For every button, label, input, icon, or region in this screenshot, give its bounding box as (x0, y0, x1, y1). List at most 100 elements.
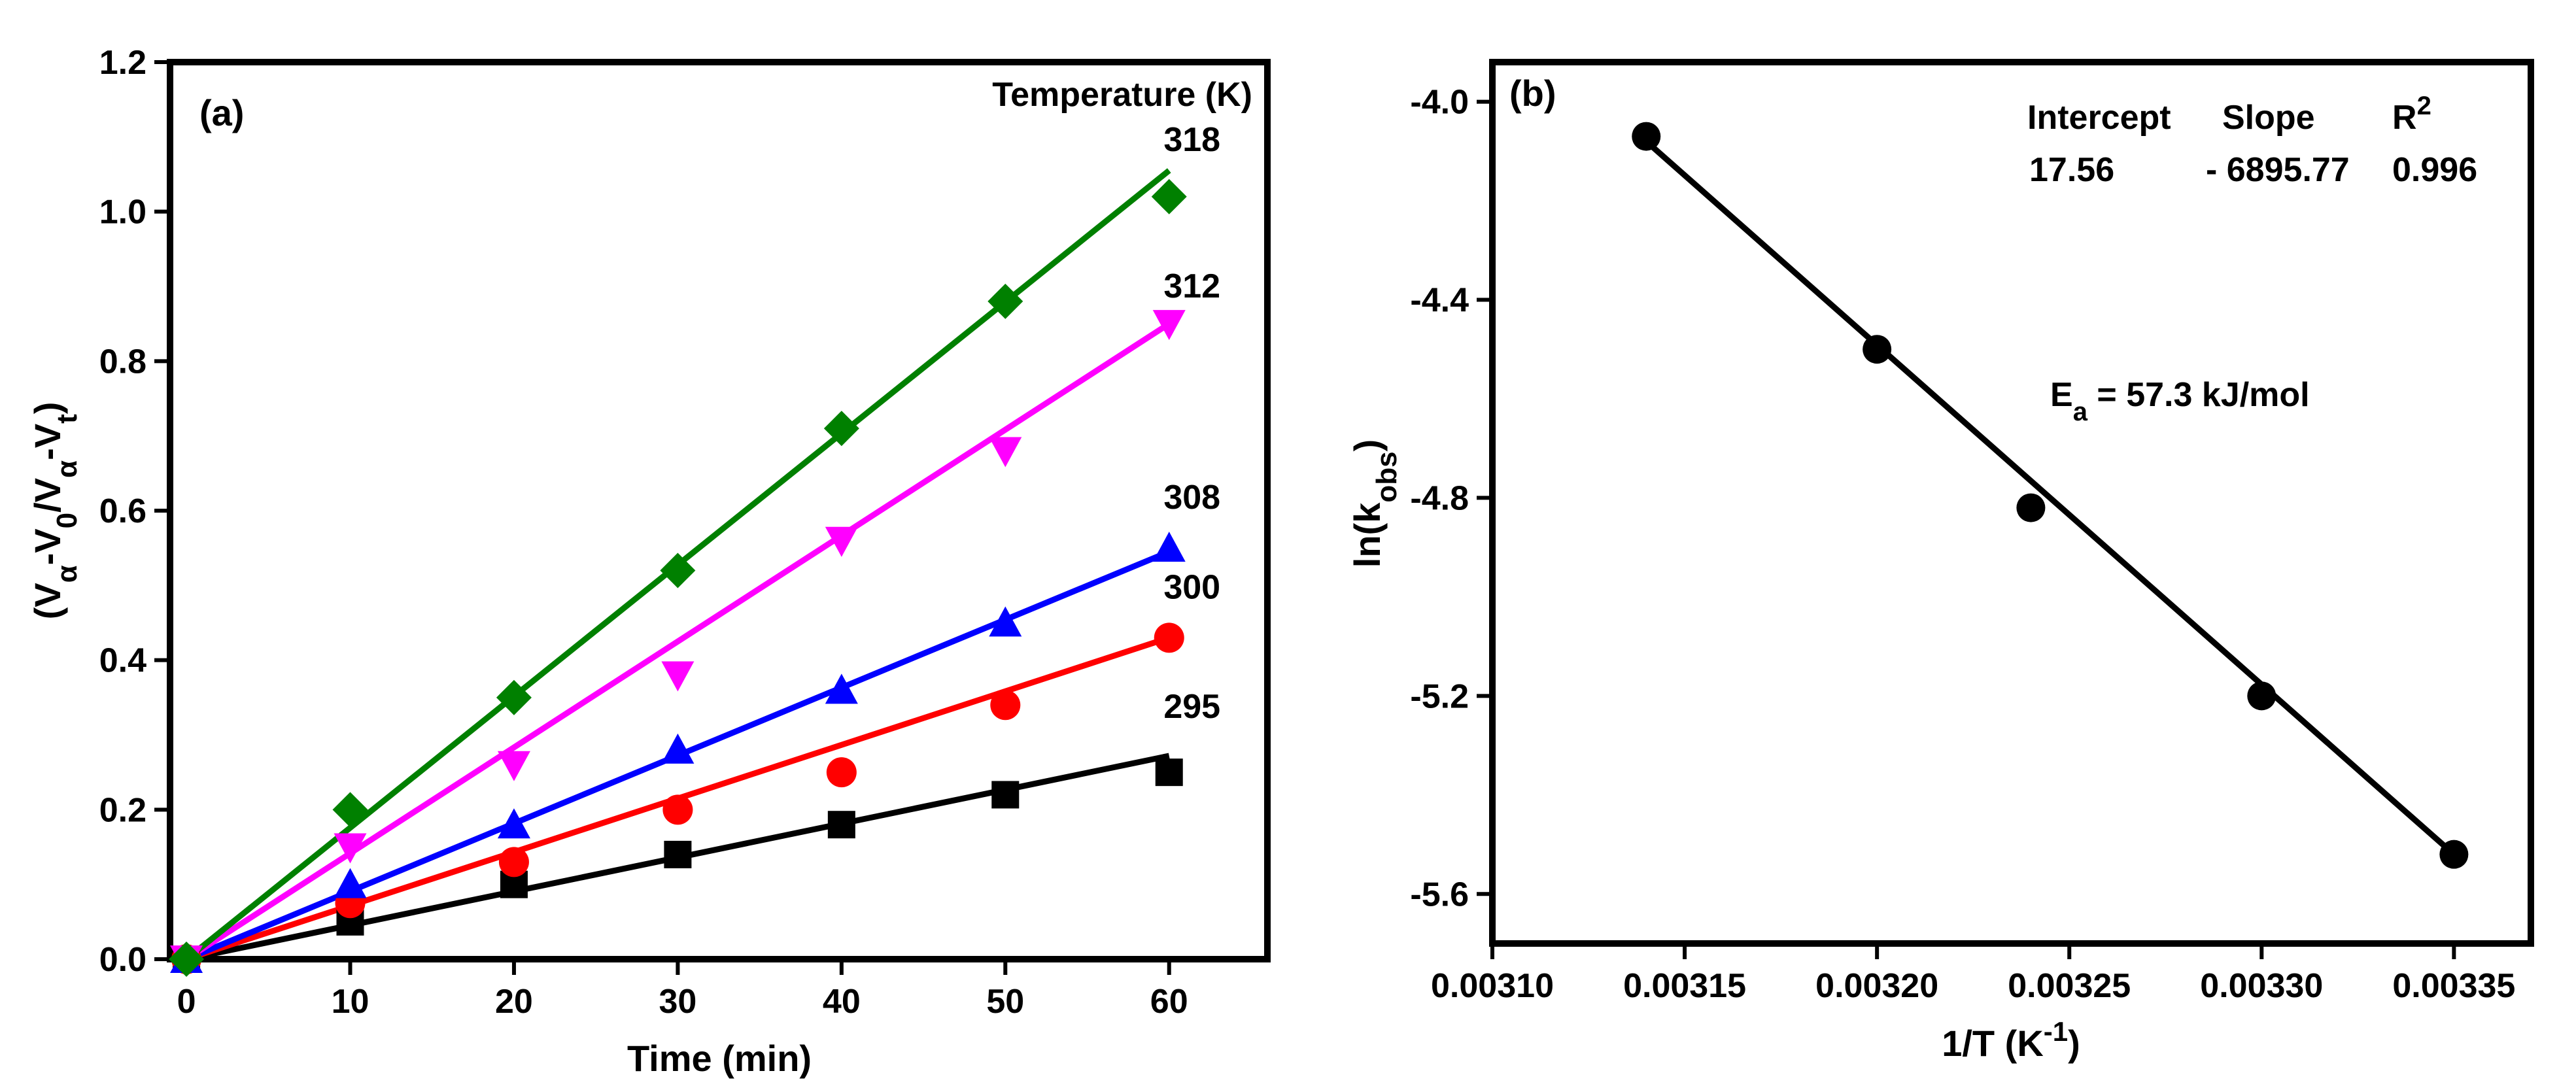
panel-b-x-tick-label: 0.00310 (1431, 967, 1554, 1005)
data-point-300K-20min (498, 847, 529, 877)
panel-b-y-axis: -5.6 -5.2 -4.8 -4.4 -4.0 (1410, 84, 1492, 913)
y-title-mid-2: /V (27, 478, 68, 513)
data-point-308K-20min (497, 808, 530, 839)
panel-a-y-tick-label: 0.8 (99, 343, 146, 381)
panel-a-x-tick-label: 60 (1150, 983, 1188, 1021)
panel-b-fit-line-group (1644, 139, 2456, 857)
data-point-308K-30min (661, 733, 695, 764)
data-point-295K-60min (1155, 758, 1183, 787)
y-title-close: ) (1347, 439, 1388, 452)
data-point-300K-30min (662, 794, 693, 825)
data-point-300K-50min (990, 690, 1021, 721)
panel-b-y-tick-label: -5.2 (1410, 677, 1469, 715)
table-header-r2: R2 (2392, 92, 2431, 137)
panel-b-plot-frame (1489, 59, 2534, 947)
ea-sub: a (2073, 398, 2088, 426)
panel-a-y-tick-label: 1.0 (99, 194, 146, 231)
panel-b-chart: (b) Intercept Slope R2 17.56 - 6895.77 0… (1347, 59, 2534, 1064)
panel-b-x-tick-label: 0.00320 (1815, 967, 1938, 1005)
panel-a-x-tick-label: 20 (495, 983, 533, 1021)
y-title-mid-1: -V (27, 528, 68, 565)
r2-sup: 2 (2417, 92, 2431, 120)
y-title-close: ) (27, 402, 68, 415)
arrhenius-data-point-1 (1632, 122, 1661, 151)
data-point-295K-30min (664, 840, 692, 868)
panel-a-x-tick-label: 0 (177, 983, 196, 1021)
panel-a-x-tick-label: 10 (332, 983, 369, 1021)
arrhenius-data-point-5 (2439, 840, 2469, 869)
data-point-308K-60min (1152, 532, 1186, 562)
panel-a-y-tick-label: 0.0 (99, 941, 146, 979)
data-point-318K-0min (169, 942, 205, 977)
panel-a-x-axis: 0 10 20 30 40 50 60 (177, 959, 1188, 1021)
x-title-sup: -1 (2044, 1016, 2068, 1047)
data-point-312K-60min (1152, 310, 1186, 341)
series-label-308K: 308 (1163, 479, 1220, 517)
table-value-slope: - 6895.77 (2206, 151, 2350, 189)
panel-a-x-tick-label: 30 (659, 983, 696, 1021)
panel-a-x-tick-label: 40 (823, 983, 861, 1021)
panel-b-y-axis-title: ln(kobs) (1347, 439, 1403, 568)
table-value-intercept: 17.56 (2029, 151, 2114, 189)
data-point-318K-50min (987, 283, 1023, 319)
data-point-318K-30min (660, 552, 696, 588)
data-point-318K-60min (1151, 178, 1187, 214)
data-point-318K-20min (496, 679, 532, 715)
activation-energy-annotation: Ea = 57.3 kJ/mol (2050, 376, 2310, 426)
data-point-312K-20min (497, 751, 530, 781)
panel-a-y-tick-label: 1.2 (99, 44, 146, 82)
panel-b-x-axis: 0.00310 0.00315 0.00320 0.00325 0.00330 0.003… (1431, 944, 2515, 1005)
data-point-312K-10min (334, 833, 367, 864)
arrhenius-data-point-2 (1863, 335, 1892, 364)
data-point-295K-40min (827, 811, 855, 839)
arrhenius-data-point-3 (2016, 493, 2046, 522)
ea-main: E (2050, 376, 2073, 414)
panel-a-y-tick-label: 0.6 (99, 492, 146, 530)
panel-a-series-labels: 295 300 308 312 318 (1163, 121, 1220, 726)
y-title-mid-3: -V (27, 424, 68, 460)
ea-rest: = 57.3 kJ/mol (2087, 376, 2310, 414)
data-point-312K-30min (661, 661, 695, 692)
panel-a-plot-frame (167, 59, 1271, 962)
data-point-318K-10min (332, 792, 368, 828)
data-point-308K-50min (989, 606, 1022, 637)
y-title-open: (V (27, 583, 68, 619)
panel-a-legend-title: Temperature (K) (992, 76, 1252, 114)
y-title-sub-4: t (51, 414, 83, 424)
data-point-308K-40min (825, 673, 858, 704)
panel-b-y-tick-label: -4.4 (1410, 282, 1469, 320)
panel-a-data-markers (169, 178, 1187, 977)
y-title-sub-1: α (51, 565, 83, 583)
panel-b-label: (b) (1509, 73, 1556, 114)
series-label-295K: 295 (1163, 688, 1220, 726)
table-header-intercept: Intercept (2027, 99, 2171, 137)
panel-b-data-points (1632, 122, 2469, 869)
y-title-sub: obs (1371, 451, 1403, 502)
x-title-close: ) (2068, 1023, 2080, 1064)
panel-b-x-tick-label: 0.00330 (2200, 967, 2323, 1005)
y-title-sub-3: α (51, 460, 83, 478)
data-point-312K-50min (989, 437, 1022, 468)
series-label-318K: 318 (1163, 121, 1220, 159)
data-point-300K-40min (826, 757, 857, 788)
panel-a-y-tick-label: 0.4 (99, 642, 146, 680)
x-title-main: 1/T (K (1942, 1023, 2044, 1064)
panel-b-x-axis-title: 1/T (K-1) (1942, 1016, 2080, 1064)
panel-b-y-tick-label: -4.8 (1410, 479, 1469, 517)
panel-a-y-axis-title: (Vα-V0/Vα-Vt) (27, 402, 83, 620)
panel-b-x-tick-label: 0.00315 (1623, 967, 1746, 1005)
panel-b-x-tick-label: 0.00335 (2392, 967, 2515, 1005)
data-point-300K-60min (1154, 622, 1184, 653)
data-point-318K-40min (823, 411, 859, 447)
panel-a-x-tick-label: 50 (986, 983, 1024, 1021)
arrhenius-fit-line (1644, 139, 2456, 857)
panel-a-label: (a) (199, 92, 244, 133)
panel-a-y-tick-label: 0.2 (99, 791, 146, 829)
panel-b-y-tick-label: -4.0 (1410, 84, 1469, 122)
data-point-312K-40min (825, 526, 858, 557)
series-label-300K: 300 (1163, 568, 1220, 606)
panel-a-y-axis: 0.0 0.2 0.4 0.6 0.8 1.0 1.2 (99, 44, 170, 979)
panel-a-chart: (a) Temperature (K) 0.0 0.2 0.4 0.6 0.8 1.0 1.… (27, 44, 1271, 1079)
panel-a-x-axis-title: Time (min) (627, 1038, 812, 1079)
